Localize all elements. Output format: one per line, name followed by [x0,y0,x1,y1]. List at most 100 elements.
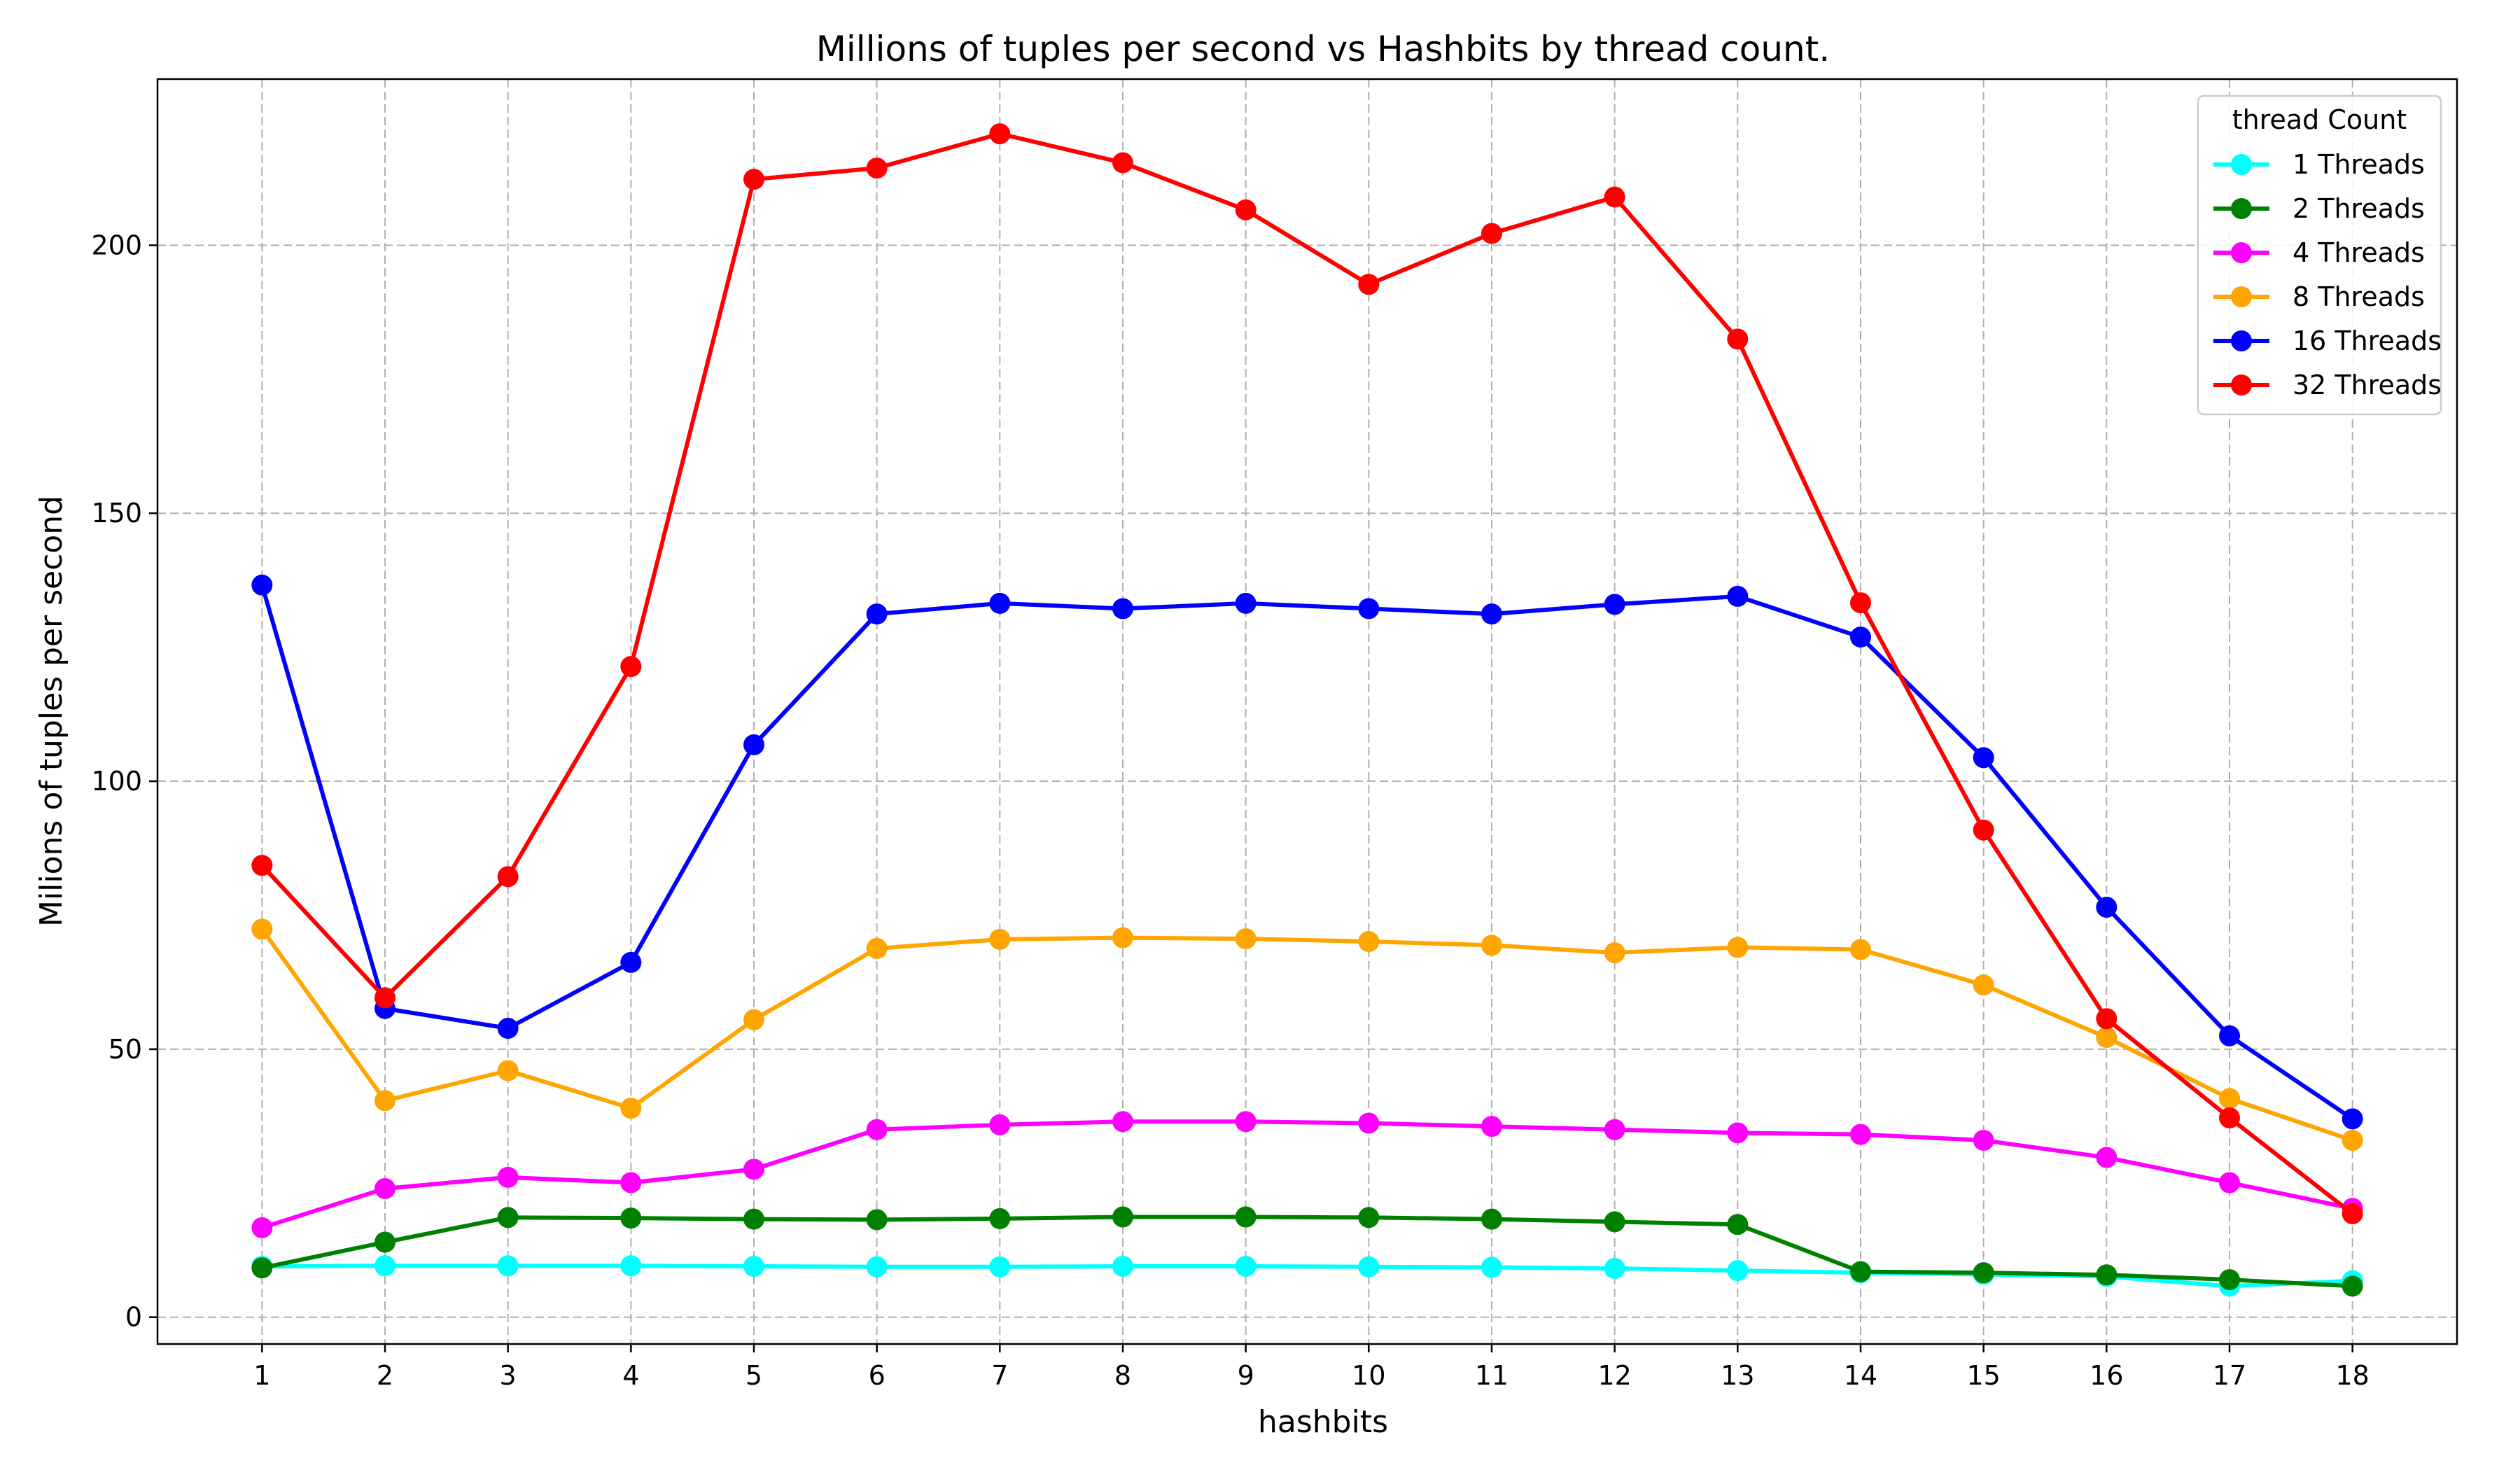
data-point [1850,626,1872,648]
data-point [497,1018,519,1040]
data-point [989,123,1011,145]
x-tick-label: 17 [2213,1360,2246,1391]
data-point [1358,930,1380,952]
data-point [2096,1147,2118,1168]
data-point [2096,896,2118,918]
data-point [251,918,273,940]
legend-label: 1 Threads [2292,149,2425,180]
series-2 [251,1206,2363,1297]
data-point [251,574,273,596]
x-tick-label: 2 [377,1360,393,1391]
data-point [497,866,519,888]
data-point [1235,928,1256,950]
data-point [251,1217,273,1238]
data-point [989,928,1011,950]
data-point [374,1255,396,1277]
data-point [866,1209,888,1231]
data-point [620,1098,642,1119]
data-point [1112,1255,1133,1277]
data-point [743,734,764,755]
data-point [1850,1124,1872,1145]
data-point [1727,937,1749,958]
x-tick-label: 18 [2336,1360,2370,1391]
data-point [1235,592,1256,614]
data-point [497,1207,519,1228]
series-6 [251,123,2363,1224]
data-point [2342,1275,2363,1297]
data-point [1481,603,1503,625]
data-point [497,1060,519,1082]
series-4 [251,918,2363,1152]
data-point [1850,592,1872,614]
x-tick-label: 1 [253,1360,270,1391]
data-point [620,1255,642,1277]
legend-swatch-marker [2231,374,2252,396]
data-point [497,1255,519,1277]
data-point [743,1009,764,1030]
data-point [1112,598,1133,620]
data-point [1604,942,1625,964]
x-tick-label: 8 [1114,1360,1131,1391]
data-point [1481,1208,1503,1230]
series-1 [251,1255,2363,1297]
y-tick-label: 150 [91,498,142,528]
series-line [260,132,2354,1216]
data-point [374,1177,396,1199]
data-point [2219,1107,2241,1128]
data-point [2342,1203,2363,1224]
data-point [2342,1130,2363,1152]
series-line [260,927,2353,1142]
legend-swatch-marker [2231,242,2252,263]
data-point [866,1256,888,1278]
x-tick-label: 5 [746,1360,762,1391]
data-point [2219,1088,2241,1110]
data-point [620,1172,642,1194]
x-tick-label: 14 [1844,1360,1877,1391]
x-tick-label: 9 [1238,1360,1254,1391]
legend-label: 2 Threads [2292,193,2425,224]
x-tick-label: 15 [1966,1360,2000,1391]
x-axis-label: hashbits [1258,1404,1388,1440]
data-point [1850,1261,1872,1282]
legend-item: 2 Threads [2213,193,2425,224]
data-point [2219,1269,2241,1291]
data-point [1850,939,1872,960]
legend-item: 16 Threads [2213,326,2442,356]
data-point [1727,585,1749,607]
legend-item: 8 Threads [2213,281,2425,312]
plot-area-frame [156,78,2458,1345]
legend-label: 8 Threads [2292,281,2425,312]
data-point [866,603,888,625]
data-point [1358,274,1380,295]
legend-item: 4 Threads [2213,237,2425,268]
data-point [1604,1119,1625,1140]
data-point [1235,1255,1256,1277]
series-line [261,1119,2353,1230]
x-tick-label: 4 [622,1360,639,1391]
data-point [2219,1172,2241,1194]
y-tick-label: 50 [108,1034,142,1065]
data-point [866,158,888,179]
data-point [743,169,764,190]
data-point [251,855,273,876]
data-point [374,987,396,1009]
data-point [1358,1207,1380,1228]
data-point [743,1255,764,1277]
chart-title: Millions of tuples per second vs Hashbit… [816,29,1830,69]
data-point [866,937,888,959]
series-line [262,1264,2353,1289]
data-point [1235,1111,1256,1133]
data-point [1973,747,1994,769]
data-point [866,1119,888,1140]
x-tick-label: 3 [500,1360,517,1391]
legend-box [2197,94,2442,416]
data-point [1604,1258,1625,1280]
data-point [374,1231,396,1253]
data-point [374,1090,396,1112]
y-axis-label: Milions of tuples per second [34,496,69,927]
data-point [1112,927,1133,948]
data-point [620,1208,642,1229]
legend: thread Count 1 Threads 2 Threads 4 Threads 8… [2197,94,2442,416]
x-tick-label: 13 [1721,1360,1754,1391]
data-point [1481,223,1503,244]
